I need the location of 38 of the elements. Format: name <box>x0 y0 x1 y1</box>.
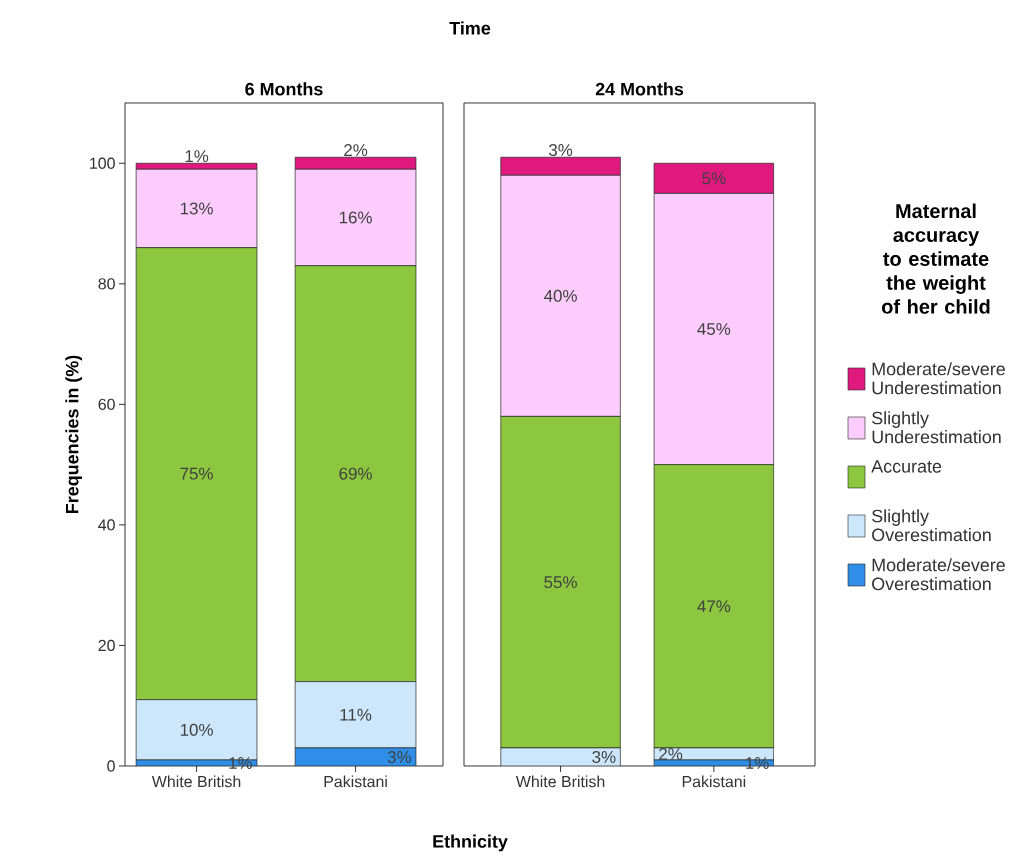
data-label: 40% <box>544 289 577 302</box>
data-label: 1% <box>185 150 209 163</box>
y-tick-label: 80 <box>98 278 115 290</box>
y-tick-label: 40 <box>98 519 115 531</box>
data-label: 3% <box>592 750 616 763</box>
y-tick-label: 60 <box>98 398 115 410</box>
chart-title: 24 Months <box>595 82 684 96</box>
legend-label: Slightly Overestimation <box>872 509 991 542</box>
data-label: 45% <box>697 323 731 335</box>
y-axis-title: Frequencies in (%) <box>65 355 83 513</box>
data-label: 2% <box>659 747 683 760</box>
y-tick-label: 20 <box>98 639 115 652</box>
chart-title: 6 Months <box>245 82 323 96</box>
y-tick-label: 0 <box>107 760 115 772</box>
data-label: 10% <box>180 723 213 736</box>
data-label: 5% <box>702 172 726 185</box>
data-label: 2% <box>344 144 368 157</box>
text: Time <box>449 21 491 35</box>
legend-label: Moderate/severe Overestimation <box>872 558 1005 591</box>
x-tick-label: White British <box>515 775 605 788</box>
data-label: 3% <box>387 750 411 763</box>
legend-label: Accurate <box>871 460 942 473</box>
data-label: 47% <box>697 600 731 613</box>
x-axis-title: Ethnicity <box>433 834 508 852</box>
data-label: 3% <box>548 144 573 157</box>
legend-label: Moderate/severe Underestimation <box>872 362 1005 395</box>
data-label: 55% <box>544 576 577 589</box>
data-label: 75% <box>180 467 213 480</box>
data-label: 69% <box>339 467 372 480</box>
x-tick-label: Pakistani <box>682 775 746 788</box>
data-label: 11% <box>340 708 372 721</box>
y-tick-label: 100 <box>90 157 115 169</box>
legend-label: Slightly Underestimation <box>872 411 1001 444</box>
legend-title: Maternal accuracy to estimate the weight of her child <box>881 203 990 314</box>
x-tick-label: White British <box>151 775 241 788</box>
data-label: 16% <box>339 211 372 224</box>
data-label: 13% <box>180 202 213 215</box>
x-tick-label: Pakistani <box>324 775 387 788</box>
